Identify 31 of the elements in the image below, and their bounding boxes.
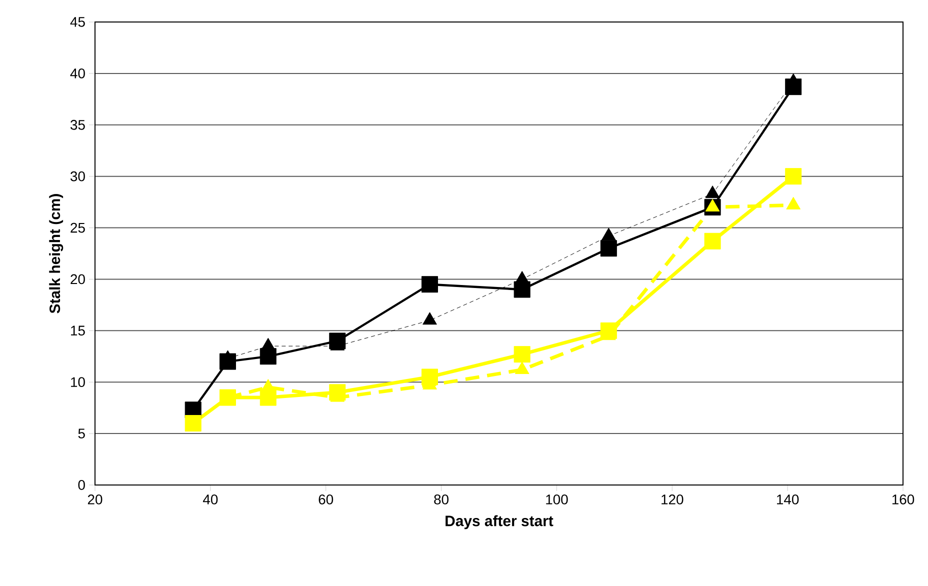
point <box>514 346 530 363</box>
x-axis-title: Days after start <box>446 515 554 530</box>
y-tick-label: 0 <box>78 480 85 490</box>
point <box>704 232 721 250</box>
x-tick-label: 140 <box>777 494 799 504</box>
point <box>601 228 616 240</box>
y-tick-label: 30 <box>70 171 85 182</box>
y-tick-label: 15 <box>71 326 85 336</box>
y-tick-label: 20 <box>70 274 85 284</box>
y-tick-label: 10 <box>71 377 85 388</box>
x-tick-label: 120 <box>662 494 684 504</box>
point <box>600 240 617 257</box>
point <box>705 186 720 198</box>
x-tick-label: 20 <box>88 494 102 504</box>
x-tick-label: 60 <box>318 494 334 504</box>
y-tick-label: 5 <box>78 428 85 438</box>
x-tick-label: 80 <box>434 494 449 504</box>
x-tick-label: 160 <box>892 494 914 504</box>
point <box>514 270 530 284</box>
y-tick-label: 35 <box>70 120 85 130</box>
x-tick-label: 40 <box>202 494 218 504</box>
y-tick-label: 45 <box>70 17 85 27</box>
y-axis-title: Stalk height (cm) <box>49 194 64 314</box>
x-tick-label: 100 <box>546 494 568 504</box>
point <box>786 196 801 210</box>
point <box>422 312 437 325</box>
point <box>421 276 438 293</box>
y-tick-label: 25 <box>70 222 85 233</box>
point <box>705 198 720 212</box>
point <box>184 415 202 432</box>
y-tick-label: 40 <box>70 68 85 78</box>
